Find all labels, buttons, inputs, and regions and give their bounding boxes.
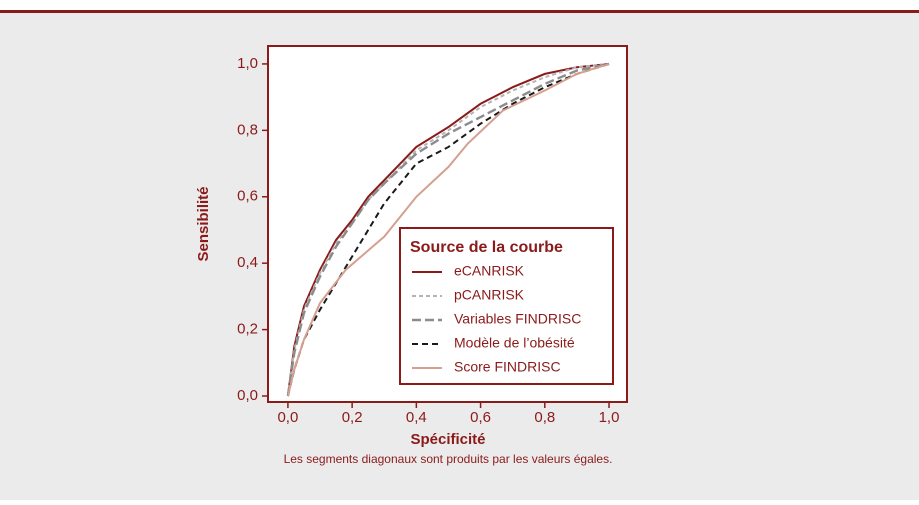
y-tick-label: 0,6 bbox=[237, 188, 258, 205]
x-tick-label: 1,0 bbox=[599, 409, 620, 426]
top-rule bbox=[0, 10, 919, 13]
y-tick-label: 0,8 bbox=[237, 121, 258, 138]
roc-curve bbox=[286, 62, 610, 397]
y-axis-label: Sensibilité bbox=[195, 186, 212, 261]
legend-box bbox=[399, 227, 614, 385]
x-tick-label: 0,4 bbox=[406, 409, 427, 426]
legend-label: pCANRISK bbox=[454, 287, 525, 303]
x-tick-label: 0,6 bbox=[470, 409, 491, 426]
y-tick-label: 1,0 bbox=[237, 55, 258, 72]
legend-label: eCANRISK bbox=[454, 263, 525, 279]
x-tick-label: 0,2 bbox=[342, 409, 363, 426]
y-tick-label: 0,2 bbox=[237, 321, 258, 338]
y-tick-label: 0,4 bbox=[237, 254, 258, 271]
legend-label: Variables FINDRISC bbox=[454, 311, 581, 327]
legend-title: Source de la courbe bbox=[410, 239, 563, 256]
roc-curve bbox=[286, 62, 610, 397]
x-tick-label: 0,8 bbox=[534, 409, 555, 426]
x-axis-label: Spécificité bbox=[410, 431, 485, 448]
note: Les segments diagonaux sont produits par… bbox=[284, 452, 613, 466]
roc-curve bbox=[286, 62, 610, 397]
x-tick-label: 0,0 bbox=[277, 409, 298, 426]
legend-label: Modèle de l’obésité bbox=[454, 335, 575, 351]
legend-label: Score FINDRISC bbox=[454, 359, 561, 375]
y-tick-label: 0,0 bbox=[237, 387, 258, 404]
